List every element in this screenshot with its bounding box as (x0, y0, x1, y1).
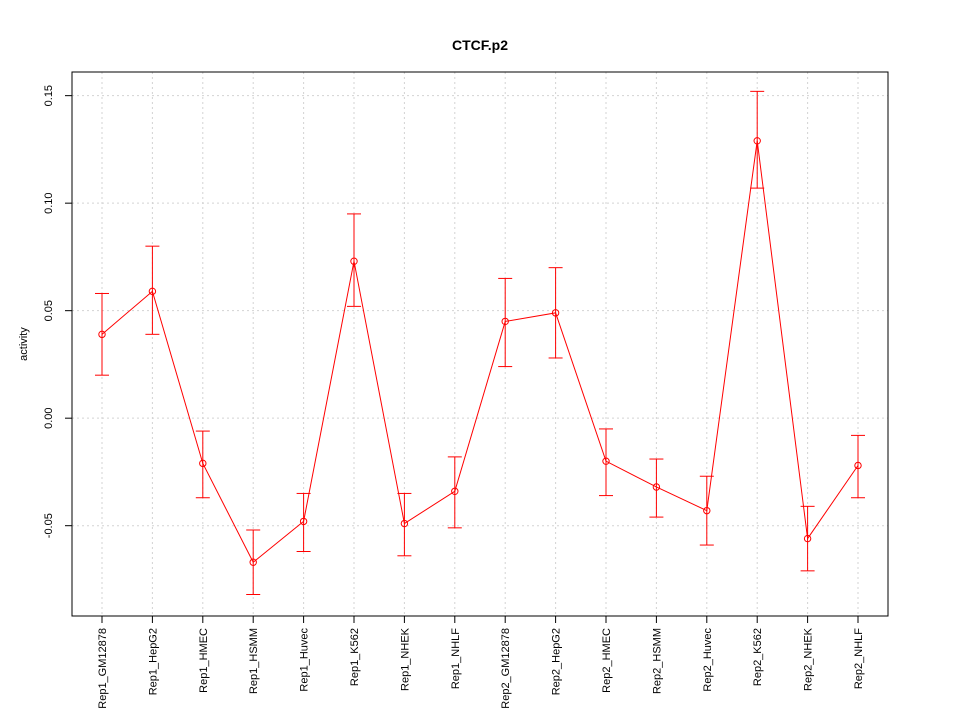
data-point (602, 457, 610, 465)
y-tick-label: 0.15 (43, 85, 55, 106)
y-tick-label: -0.05 (43, 513, 55, 538)
y-tick-label: 0.05 (43, 300, 55, 321)
x-tick-label: Rep2_NHLF (853, 628, 865, 689)
data-point (400, 519, 409, 528)
data-point (350, 257, 358, 265)
y-tick-label: 0.10 (43, 192, 55, 213)
x-tick-label: Rep2_GM12878 (500, 628, 512, 709)
x-tick-label: Rep1_K562 (349, 628, 361, 686)
data-series (95, 90, 865, 595)
x-tick-label: Rep2_HMEC (601, 628, 613, 693)
x-tick-label: Rep2_NHEK (803, 627, 815, 691)
y-tick-label: 0.00 (43, 407, 55, 428)
data-point (98, 330, 106, 339)
x-tick-label: Rep1_NHEK (399, 627, 411, 691)
x-tick-label: Rep2_Huvec (702, 628, 714, 692)
plot-area (71, 71, 889, 617)
data-point (451, 487, 459, 495)
grid (72, 72, 888, 616)
x-tick-label: Rep1_Huvec (299, 628, 311, 692)
x-tick-label: Rep1_HSMM (248, 628, 260, 694)
series-line (101, 140, 859, 564)
x-tick-label: Rep2_HepG2 (551, 628, 563, 695)
y-axis-label: activity (18, 327, 30, 361)
data-point (803, 534, 812, 543)
data-point (501, 317, 509, 326)
x-tick-label: Rep1_HepG2 (147, 628, 159, 695)
data-point (753, 137, 761, 145)
data-point (249, 558, 257, 566)
y-axis: -0.05 0.00 0.05 0.10 0.15 (43, 85, 72, 538)
data-point (148, 287, 157, 296)
data-point (703, 506, 711, 515)
x-tick-label: Rep1_GM12878 (97, 628, 109, 709)
data-point (199, 459, 207, 468)
data-point (652, 483, 661, 491)
data-point (551, 309, 560, 317)
x-tick-label: Rep1_HMEC (198, 628, 210, 693)
x-tick-label: Rep1_NHLF (450, 628, 462, 689)
x-tick-label: Rep2_K562 (752, 628, 764, 686)
chart-title: CTCF.p2 (452, 37, 508, 53)
data-point (854, 461, 862, 470)
data-point (299, 517, 308, 526)
x-axis: Rep1_GM12878 Rep1_HepG2 Rep1_HMEC Rep1_HSMM… (97, 616, 865, 709)
x-tick-label: Rep2_HSMM (651, 628, 663, 694)
